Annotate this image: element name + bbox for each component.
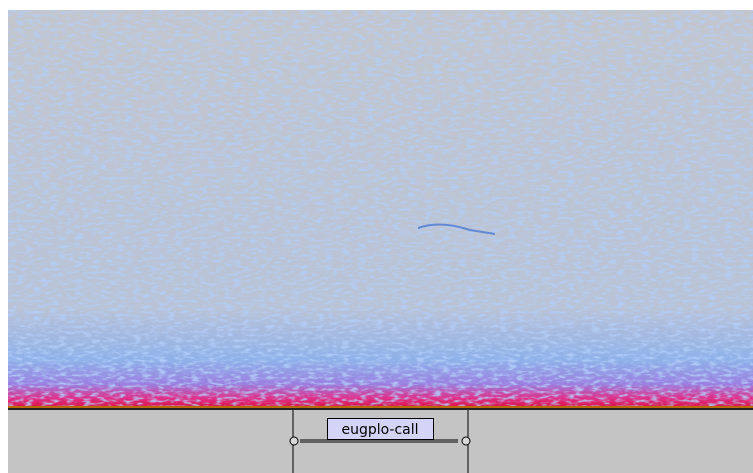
- label-handle-right[interactable]: [462, 437, 470, 445]
- page: eugplo-call (() => { const data = JSON.p…: [0, 0, 753, 473]
- label-handle-left[interactable]: [290, 437, 298, 445]
- label-track[interactable]: eugplo-call: [8, 410, 753, 473]
- label-text: eugplo-call: [341, 422, 418, 438]
- spectrogram-noise: [8, 10, 753, 408]
- track-border: [8, 408, 753, 410]
- audio-editor: eugplo-call: [0, 0, 753, 473]
- spectrogram[interactable]: [8, 10, 753, 408]
- track-divider: [8, 406, 753, 408]
